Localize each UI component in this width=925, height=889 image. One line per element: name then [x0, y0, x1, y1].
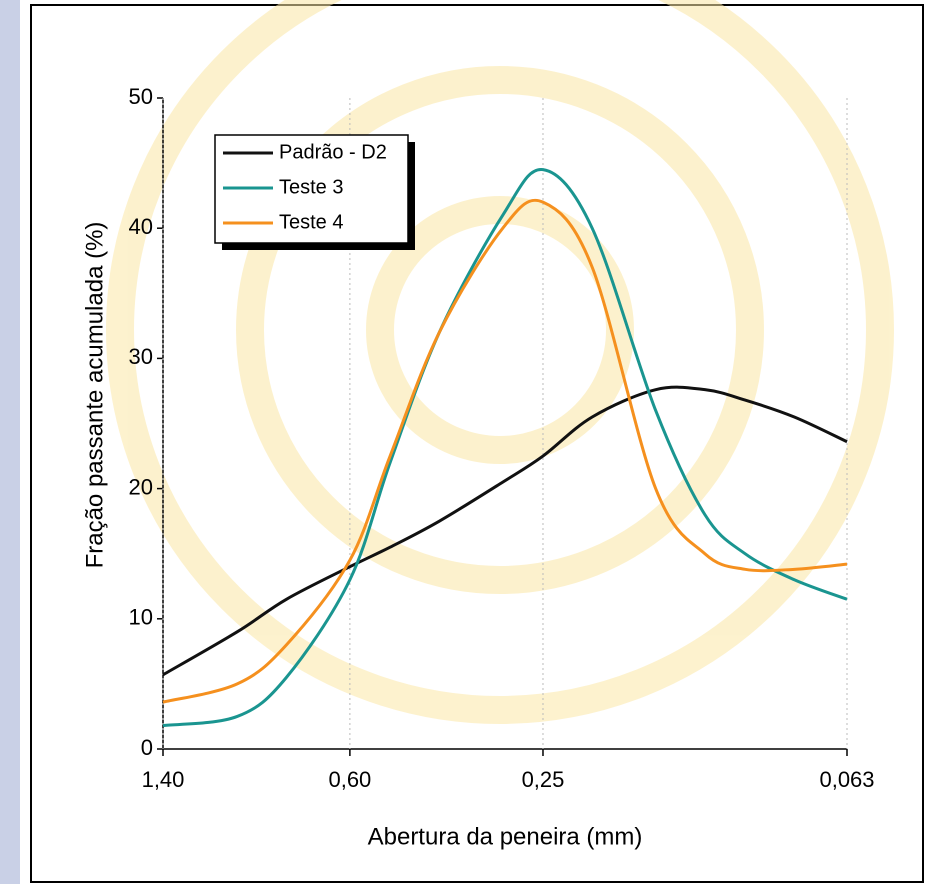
y-axis-label: Fração passante acumulada (%): [81, 222, 108, 569]
y-tick-label: 40: [129, 214, 153, 239]
y-tick-label: 50: [129, 84, 153, 109]
y-tick-label: 30: [129, 344, 153, 369]
legend-label: Teste 3: [279, 176, 343, 198]
x-tick-label: 1,40: [142, 767, 185, 792]
y-tick-label: 20: [129, 474, 153, 499]
legend-label: Padrão - D2: [279, 141, 387, 163]
legend-label: Teste 4: [279, 211, 343, 233]
line: [162, 168, 848, 728]
x-tick-label: 0,25: [522, 767, 565, 792]
line: [162, 198, 848, 704]
line: [162, 385, 848, 677]
x-axis-label: Abertura da peneira (mm): [368, 823, 643, 850]
watermark: [106, 0, 894, 724]
y-tick-label: 0: [141, 735, 153, 760]
x-tick-label: 0,60: [328, 767, 371, 792]
sidebar: [0, 0, 20, 884]
y-tick-label: 10: [129, 605, 153, 630]
x-tick-label: 0,063: [819, 767, 874, 792]
